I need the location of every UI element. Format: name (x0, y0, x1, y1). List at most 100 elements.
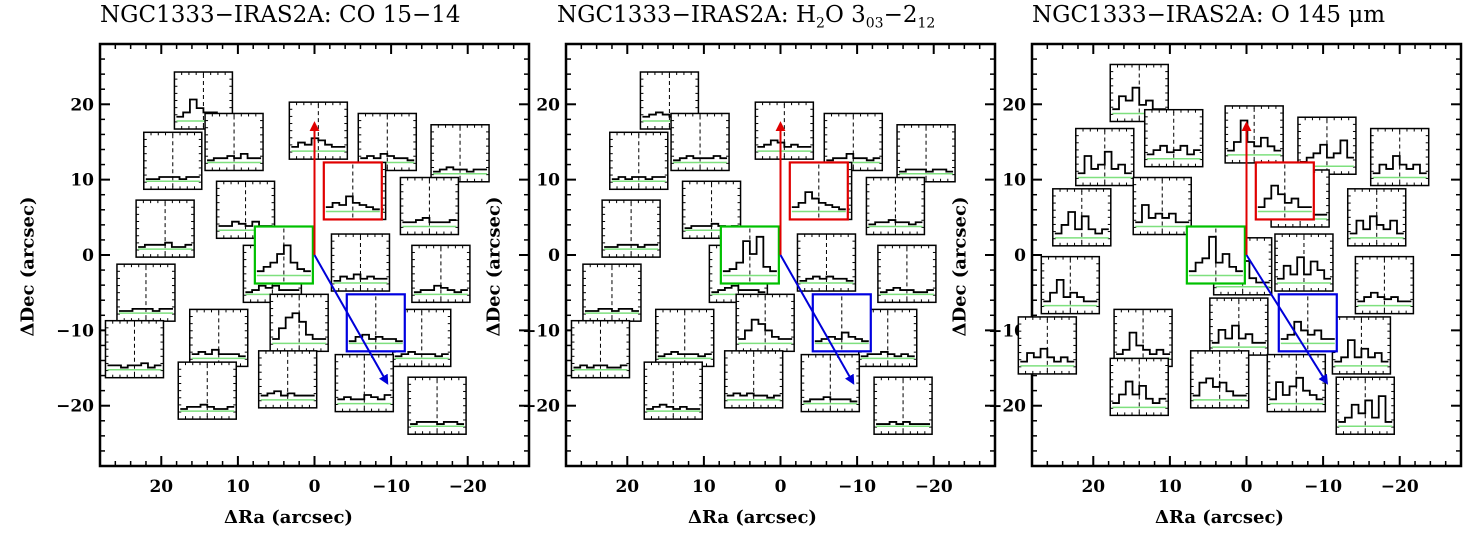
spaxel-spectrum (325, 195, 380, 211)
spaxel-spectrum (118, 307, 173, 312)
panel-1-title: NGC1333−IRAS2A: CO 15−14 (100, 2, 461, 28)
spaxel-inset (1143, 108, 1204, 168)
spaxel-spectrum (791, 191, 846, 211)
spaxel-inset (735, 293, 795, 353)
spaxel-spectrum (1188, 235, 1243, 273)
y-tick-label: −10 (988, 321, 1026, 341)
spaxel-spectrum (1334, 339, 1389, 363)
panel-1-xlabel: ΔRa (arcsec) (224, 507, 353, 528)
spaxel-spectrum (348, 333, 403, 343)
x-tick-label: 0 (775, 477, 787, 497)
spaxel-spectrum (180, 403, 235, 410)
x-tick-label: 10 (1158, 477, 1182, 497)
spaxel-inset (430, 124, 490, 183)
spaxel-spectrum (879, 286, 934, 294)
spaxel-inset (116, 263, 176, 322)
spaxel-inset (1189, 350, 1250, 409)
spaxel-spectrum (711, 284, 766, 294)
y-tick-label: 0 (82, 246, 94, 266)
spaxel-spectrum (1116, 331, 1171, 355)
spaxel-spectrum (860, 351, 915, 358)
spaxel-spectrum (657, 351, 712, 358)
spaxel-spectrum (1357, 291, 1412, 303)
blue-outflow-arrow (1245, 254, 1329, 385)
y-tick-label: −10 (56, 321, 94, 341)
panel-2-title: NGC1333−IRAS2A: H2O 303−212 (557, 2, 935, 32)
y-tick-label: 0 (548, 246, 560, 266)
spaxel-inset (865, 176, 926, 236)
spaxel-spectrum (1276, 256, 1331, 280)
spaxel-inset (723, 350, 784, 409)
spaxel-spectrum (337, 394, 392, 401)
spaxel-inset-blue (1277, 293, 1338, 353)
spaxel-inset-green (1185, 225, 1246, 285)
spaxel-spectrum (402, 217, 457, 224)
spaxel-spectrum (1349, 215, 1404, 235)
spaxel-spectrum (876, 421, 931, 425)
spaxel-inset (877, 244, 937, 304)
spaxel-inset (104, 319, 165, 379)
spaxel-spectrum (1043, 278, 1098, 303)
spaxel-spectrum (218, 220, 273, 227)
panel-3-xlabel: ΔRa (arcsec) (1155, 507, 1284, 528)
spaxel-inset-red (788, 161, 849, 221)
spaxel-inset (1369, 127, 1430, 187)
spaxel-spectrum (256, 244, 311, 273)
blue-outflow-arrow (313, 254, 389, 385)
spaxel-spectrum (604, 243, 659, 248)
spaxel-spectrum (868, 219, 923, 226)
panel-2: 20 10 0 −10 −20 20 10 0 −10 −20 (522, 42, 997, 497)
spaxel-inset-green (253, 225, 314, 285)
y-tick-label: 0 (1014, 246, 1026, 266)
spaxel-spectrum (1299, 139, 1354, 163)
spaxel-spectrum (1269, 376, 1324, 401)
spaxel-inset (1274, 233, 1334, 292)
spaxel-spectrum (1257, 184, 1312, 209)
spaxel-spectrum (673, 155, 728, 162)
x-tick-label: 10 (226, 477, 250, 497)
y-tick-label: 10 (70, 171, 94, 191)
spaxel-inset (601, 199, 661, 258)
spaxel-inset (269, 293, 329, 353)
spaxel-inset (582, 263, 642, 322)
spaxel-spectrum (573, 364, 628, 369)
spaxel-spectrum (1211, 324, 1266, 344)
spaxel-inset-red (322, 161, 383, 221)
spaxel-spectrum (1135, 204, 1190, 224)
panel-1-title-text: NGC1333−IRAS2A: CO 15−14 (100, 2, 461, 28)
spaxel-spectrum (1020, 347, 1075, 363)
spaxel-inset (1075, 127, 1135, 187)
y-tick-label: 10 (536, 171, 560, 191)
panel-2-title-text-b: O 3 (824, 2, 866, 28)
spaxel-inset (654, 308, 715, 368)
spaxel-inset (1224, 105, 1284, 164)
spaxel-spectrum (1077, 150, 1132, 175)
spaxel-inset (609, 131, 669, 191)
spaxel-inset (1209, 297, 1269, 356)
spaxel-inset (1052, 188, 1112, 247)
spaxel-spectrum (360, 152, 415, 162)
spaxel-inset (334, 353, 395, 413)
panel-2-title-sub-c: 12 (917, 15, 936, 32)
spaxel-spectrum (1338, 395, 1393, 423)
spaxel-inset (754, 101, 815, 160)
spaxel-spectrum (1146, 144, 1201, 156)
spaxel-spectrum (145, 176, 200, 181)
spaxel-inset-blue (811, 293, 872, 353)
spaxel-inset (1132, 176, 1192, 236)
spaxel-spectrum (726, 392, 781, 399)
spaxel-spectrum (1192, 377, 1247, 397)
x-tick-label: −10 (372, 477, 410, 497)
spaxel-spectrum (803, 396, 858, 403)
spaxel-spectrum (245, 284, 300, 294)
y-tick-label: −20 (988, 397, 1026, 417)
x-tick-label: 10 (692, 477, 716, 497)
spaxel-spectrum (207, 152, 262, 162)
x-tick-label: −10 (838, 477, 876, 497)
spaxel-spectrum (410, 421, 465, 425)
y-tick-label: −20 (56, 397, 94, 417)
spaxel-inset (1354, 255, 1415, 315)
spaxel-inset (800, 353, 861, 413)
spaxel-inset (570, 319, 631, 379)
